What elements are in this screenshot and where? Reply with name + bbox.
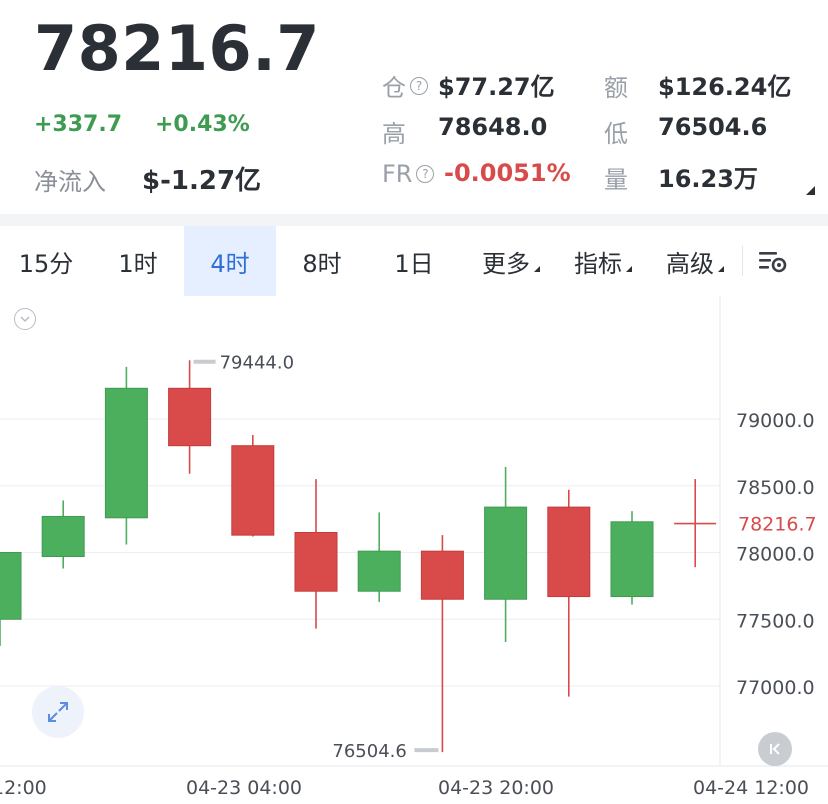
tab-label: 4时 — [210, 249, 250, 278]
candle-body — [484, 506, 528, 600]
help-icon[interactable]: ? — [416, 165, 435, 183]
price-change: +337.7 — [34, 112, 123, 137]
dropdown-triangle-icon — [718, 266, 724, 272]
low-marker-label: 76504.6 — [332, 741, 406, 762]
expand-arrows-icon[interactable] — [32, 686, 84, 738]
tab-4h[interactable]: 4时 — [184, 226, 276, 296]
ticker-header: 78216.7 +337.7 +0.43% 净流入 $-1.27亿 仓 ? $7… — [0, 0, 828, 214]
high-marker-label: 79444.0 — [220, 353, 294, 374]
x-tick-label: 04-24 12:00 — [693, 777, 809, 799]
candle-body — [104, 387, 148, 519]
jump-latest-icon — [770, 743, 780, 755]
funding-rate-value: -0.0051% — [444, 159, 571, 187]
y-tick-label: 79000.0 — [736, 410, 815, 432]
amount-value: $126.24亿 — [658, 73, 792, 101]
funding-rate-label-text: FR — [382, 160, 413, 188]
tab-label: 1时 — [118, 249, 158, 278]
x-tick-label: 04-23 20:00 — [438, 777, 554, 799]
candle-body — [41, 515, 85, 558]
low-value: 76504.6 — [658, 113, 768, 141]
help-icon[interactable]: ? — [410, 76, 428, 95]
dropdown-triangle-icon — [626, 266, 632, 272]
tab-label: 更多 — [482, 249, 530, 278]
chart-settings-icon[interactable] — [743, 226, 803, 296]
tab-label: 1日 — [394, 249, 434, 278]
section-divider — [0, 214, 828, 226]
funding-rate-label[interactable]: FR ? — [382, 160, 435, 188]
candle-body — [0, 552, 22, 620]
candle-body — [420, 550, 464, 600]
last-price: 78216.7 — [34, 12, 320, 85]
y-tick-label: 77500.0 — [736, 610, 815, 632]
x-tick-label: 04-23 04:00 — [186, 777, 302, 799]
open-interest-label-text: 仓 — [382, 74, 406, 102]
tab-1d[interactable]: 1日 — [368, 226, 460, 296]
tab-label: 高级 — [666, 249, 714, 278]
chevron-down-icon — [20, 316, 30, 323]
net-inflow-label: 净流入 — [34, 168, 106, 196]
y-tick-label: 78000.0 — [736, 544, 815, 566]
tab-label: 15分 — [18, 249, 74, 278]
tab-label: 8时 — [302, 249, 342, 278]
tab-advanced[interactable]: 高级 — [644, 226, 736, 296]
candle-body — [168, 387, 212, 447]
volume-label: 量 — [604, 166, 628, 194]
candle-body — [294, 531, 338, 592]
high-label: 高 — [382, 120, 406, 148]
jump-to-latest-icon[interactable] — [758, 732, 792, 766]
tab-8h[interactable]: 8时 — [276, 226, 368, 296]
tab-indicators[interactable]: 指标 — [552, 226, 644, 296]
dropdown-triangle-icon — [534, 266, 540, 272]
open-interest-label[interactable]: 仓 ? — [382, 68, 428, 103]
high-value: 78648.0 — [438, 113, 548, 141]
candle-body — [610, 521, 654, 598]
expand-corner-icon[interactable] — [806, 186, 815, 195]
amount-label: 额 — [604, 74, 628, 102]
current-price-label: 78216.7 — [738, 514, 817, 536]
open-interest-value: $77.27亿 — [438, 73, 555, 101]
tab-label: 指标 — [574, 249, 622, 278]
chart-settings-icon-svg — [759, 252, 787, 273]
tab-more[interactable]: 更多 — [460, 226, 552, 296]
low-label: 低 — [604, 120, 628, 148]
candlestick-chart[interactable]: 79000.0 78500.0 78000.0 77500.0 77000.0 12:00… — [0, 296, 828, 804]
tab-15m[interactable]: 15分 — [0, 226, 92, 296]
expand-icon — [48, 702, 68, 722]
chevron-down-circle-icon[interactable] — [14, 308, 36, 330]
tab-1h[interactable]: 1时 — [92, 226, 184, 296]
candle-body — [547, 506, 591, 598]
current-price-tag — [724, 509, 824, 538]
net-inflow-value: $-1.27亿 — [142, 166, 262, 196]
y-tick-label: 78500.0 — [736, 477, 815, 499]
price-change-percent: +0.43% — [155, 112, 250, 137]
tab-separator — [742, 246, 743, 276]
candle-body — [357, 550, 401, 592]
interval-tabs: 15分 1时 4时 8时 1日 更多 指标 高级 — [0, 226, 828, 296]
x-tick-label: 12:00 — [0, 777, 47, 799]
y-tick-label: 77000.0 — [736, 677, 815, 699]
volume-value: 16.23万 — [658, 165, 758, 193]
candle-body — [231, 445, 275, 536]
